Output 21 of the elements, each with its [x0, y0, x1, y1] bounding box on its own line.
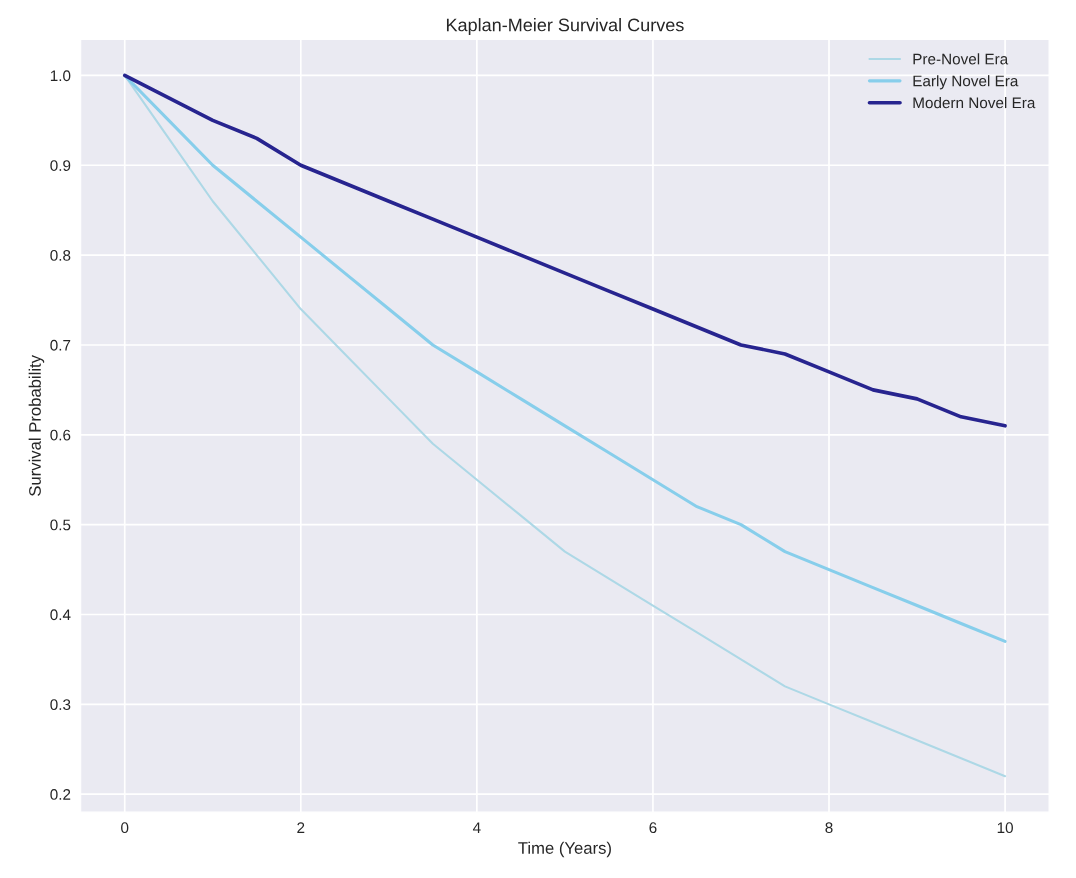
y-tick-label: 0.4 — [50, 609, 71, 621]
y-tick-label: 0.5 — [50, 519, 71, 531]
y-tick-label: 0.3 — [50, 699, 71, 711]
x-tick-label: 0 — [121, 822, 129, 834]
x-tick-label: 2 — [297, 822, 305, 833]
x-tick-label: 4 — [472, 822, 481, 833]
legend-label: Early Novel Era — [913, 75, 1019, 90]
x-tick-label: 6 — [649, 822, 657, 834]
y-tick-label: 0.9 — [50, 160, 71, 171]
chart-title: Kaplan-Meier Survival Curves — [446, 18, 684, 35]
y-axis-title: Survival Probability — [28, 355, 45, 496]
y-tick-label: 0.7 — [50, 339, 71, 351]
legend-label: Modern Novel Era — [913, 97, 1036, 109]
y-tick-label: 0.6 — [50, 429, 71, 441]
legend-label: Pre-Novel Era — [913, 53, 1009, 65]
y-tick-label: 0.2 — [50, 789, 71, 800]
x-tick-label: 8 — [825, 822, 833, 834]
x-tick-label: 10 — [997, 822, 1013, 834]
y-tick-label: 0.8 — [50, 250, 71, 261]
y-tick-label: 1.0 — [50, 70, 71, 82]
x-axis-title: Time (Years) — [518, 841, 611, 858]
